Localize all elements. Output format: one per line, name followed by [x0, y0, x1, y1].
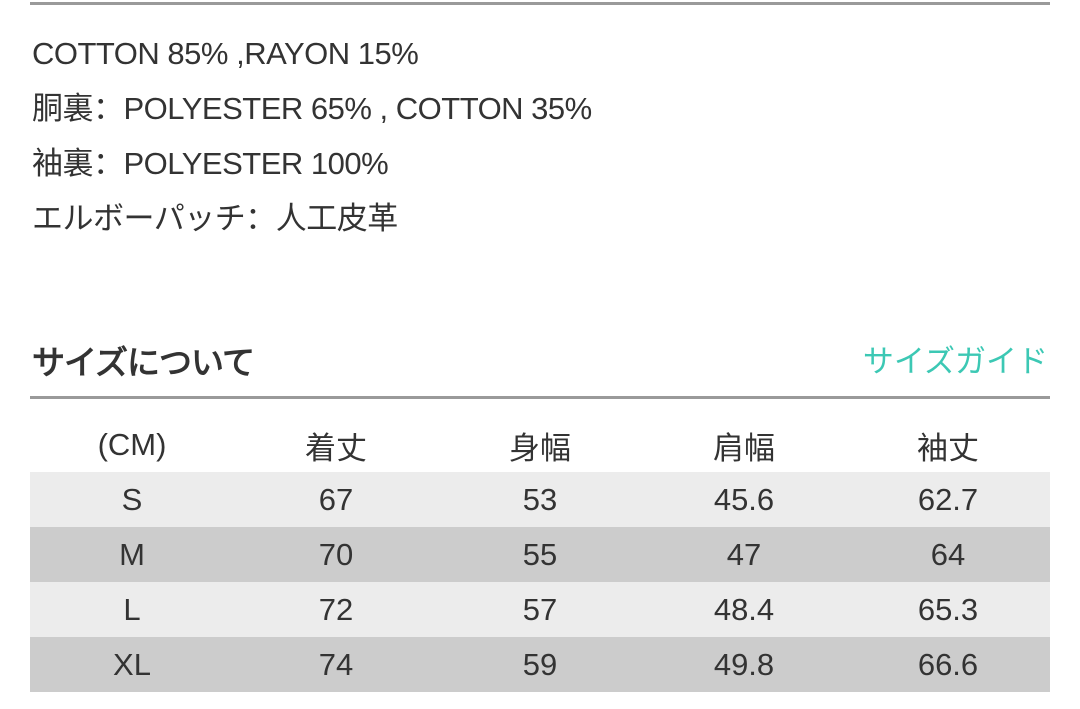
size-section-heading: サイズについて [32, 344, 255, 381]
table-row: XL 74 59 49.8 66.6 [30, 637, 1050, 692]
material-line: 袖裏：POLYESTER 100% [32, 146, 389, 181]
value-cell: 53 [438, 472, 642, 527]
size-cell: M [30, 527, 234, 582]
materials-list: COTTON 85% ,RAYON 15% 胴裏：POLYESTER 65% ,… [32, 26, 592, 246]
value-cell: 49.8 [642, 637, 846, 692]
value-cell: 65.3 [846, 582, 1050, 637]
value-cell: 72 [234, 582, 438, 637]
value-cell: 57 [438, 582, 642, 637]
header-shoulder-width: 肩幅 [713, 430, 775, 466]
table-row: M 70 55 47 64 [30, 527, 1050, 582]
table-row: S 67 53 45.6 62.7 [30, 472, 1050, 527]
header-body-width: 身幅 [509, 430, 571, 466]
value-cell: 64 [846, 527, 1050, 582]
header-unit: (CM) [97, 427, 167, 462]
material-line: 胴裏：POLYESTER 65% , COTTON 35% [32, 91, 592, 126]
value-cell: 47 [642, 527, 846, 582]
material-line: エルボーパッチ：人工皮革 [32, 201, 398, 236]
table-row: L 72 57 48.4 65.3 [30, 582, 1050, 637]
value-cell: 59 [438, 637, 642, 692]
value-cell: 74 [234, 637, 438, 692]
top-divider [30, 2, 1050, 5]
table-header-row: (CM) 着丈 身幅 肩幅 袖丈 [30, 418, 1050, 472]
size-table: (CM) 着丈 身幅 肩幅 袖丈 S 67 53 45.6 62.7 M 70 … [30, 418, 1050, 692]
header-length: 着丈 [305, 430, 367, 466]
value-cell: 70 [234, 527, 438, 582]
value-cell: 67 [234, 472, 438, 527]
value-cell: 66.6 [846, 637, 1050, 692]
size-guide-link[interactable]: サイズガイド [862, 344, 1048, 379]
size-cell: L [30, 582, 234, 637]
size-cell: S [30, 472, 234, 527]
value-cell: 62.7 [846, 472, 1050, 527]
value-cell: 55 [438, 527, 642, 582]
size-cell: XL [30, 637, 234, 692]
header-sleeve-length: 袖丈 [917, 430, 979, 466]
value-cell: 48.4 [642, 582, 846, 637]
section-divider [30, 396, 1050, 399]
material-line: COTTON 85% ,RAYON 15% [32, 36, 419, 71]
value-cell: 45.6 [642, 472, 846, 527]
